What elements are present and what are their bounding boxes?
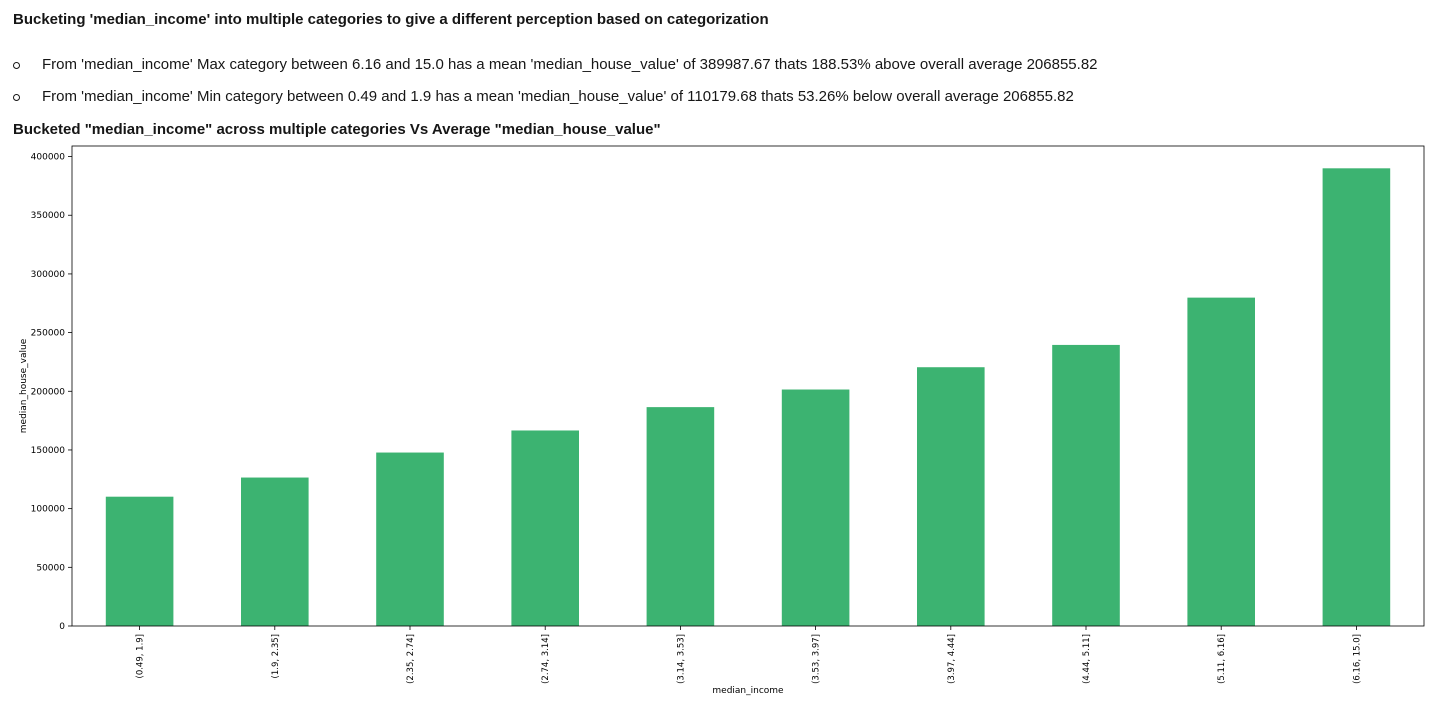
bar (1187, 297, 1255, 626)
y-tick-label: 150000 (31, 446, 66, 456)
y-axis-label: median_house_value (19, 338, 29, 433)
bar (376, 452, 444, 626)
plot-frame (71, 145, 1425, 627)
bar (511, 430, 579, 626)
y-tick-label: 300000 (31, 270, 66, 280)
x-tick-label: (3.14, 3.53] (676, 634, 686, 684)
y-tick-label: 400000 (31, 153, 66, 163)
findings-list: From 'median_income' Max category betwee… (13, 54, 1098, 118)
bullet-circle-icon (13, 62, 20, 69)
y-tick-label: 350000 (31, 211, 66, 221)
bar (1052, 344, 1120, 626)
x-tick-label: (3.97, 4.44] (947, 634, 957, 684)
x-tick-label: (2.35, 2.74] (406, 634, 416, 684)
bar-chart: 0 50000 100000 150000 200000 250000 300000 3500… (19, 145, 1425, 696)
y-tick-label: 250000 (31, 329, 66, 339)
x-tick-label: (6.16, 15.0] (1352, 634, 1362, 684)
y-tick-label: 50000 (36, 563, 65, 573)
bullet-circle-icon (13, 94, 20, 101)
section-heading: Bucketing 'median_income' into multiple … (13, 11, 769, 28)
bar (646, 407, 715, 626)
finding-max-text: From 'median_income' Max category betwee… (42, 56, 1098, 73)
finding-min: From 'median_income' Min category betwee… (13, 86, 1098, 118)
x-axis-label: median_income (712, 686, 784, 696)
x-tick-label: (5.11, 6.16] (1217, 634, 1227, 684)
bar (105, 496, 174, 626)
y-tick-label: 200000 (31, 387, 66, 397)
bar (781, 389, 850, 626)
finding-min-text: From 'median_income' Min category betwee… (42, 88, 1074, 105)
chart-title: Bucketed "median_income" across multiple… (13, 121, 661, 138)
bar (917, 367, 985, 626)
x-tick-label: (0.49, 1.9] (136, 634, 146, 678)
bar (241, 477, 309, 626)
y-tick-label: 100000 (31, 505, 66, 515)
y-tick-label: 0 (59, 622, 65, 632)
x-tick-label: (4.44, 5.11] (1082, 634, 1092, 684)
bar (1322, 168, 1391, 627)
x-tick-label: (2.74, 3.14] (541, 634, 551, 684)
x-tick-label: (3.53, 3.97] (812, 634, 822, 684)
finding-max: From 'median_income' Max category betwee… (13, 54, 1098, 86)
x-tick-label: (1.9, 2.35] (271, 634, 281, 678)
